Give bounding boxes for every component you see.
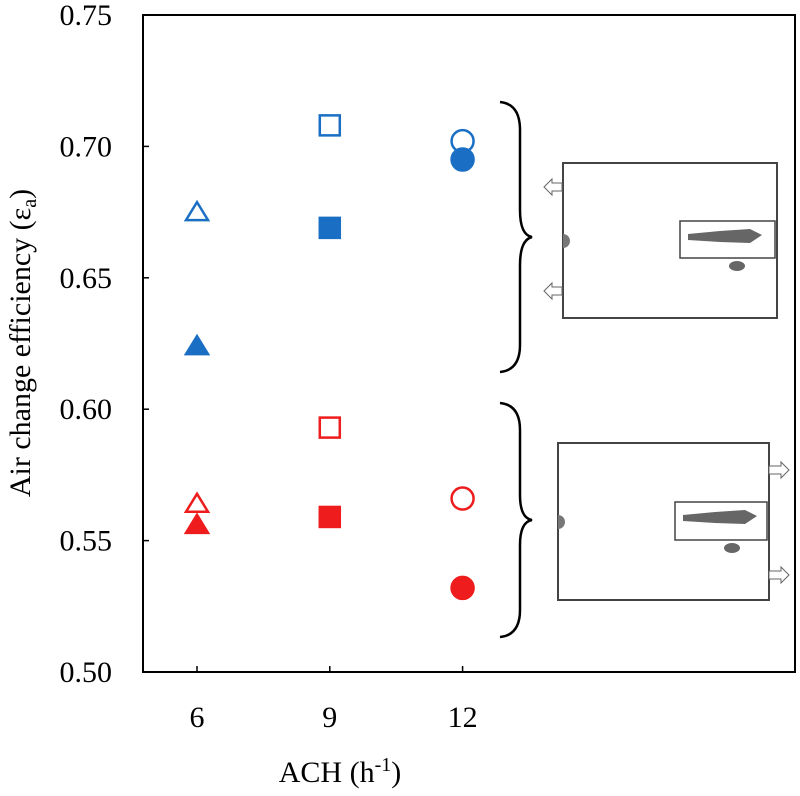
x-tick-label: 12 [448, 701, 478, 734]
marker-square [318, 505, 342, 529]
marker-square [318, 216, 342, 240]
room-diagram-lower [557, 442, 790, 601]
exhaust-arrow [543, 281, 563, 301]
marker-square [318, 114, 342, 137]
marker-triangle [183, 491, 211, 514]
brace-upper [499, 100, 533, 374]
marker-triangle [183, 512, 211, 535]
y-tick-label: 0.70 [60, 130, 113, 163]
brace-lower [499, 401, 533, 639]
y-label-main: Air change efficiency (ε [4, 208, 37, 497]
plot-frame [142, 14, 796, 673]
x-tick-label: 9 [322, 701, 337, 734]
x-label-end: ) [391, 756, 401, 789]
y-label-end: ) [4, 189, 37, 199]
x-tick-label: 6 [190, 701, 205, 734]
room-diagram-upper [543, 162, 778, 319]
inlet [558, 515, 565, 529]
marker-circle [450, 575, 475, 601]
y-label-sub: a [19, 199, 41, 208]
inlet [563, 234, 570, 248]
marker-triangle [183, 333, 211, 356]
y-tick-label: 0.65 [60, 262, 113, 295]
exhaust-arrow [768, 460, 790, 480]
exhaust-arrow [768, 565, 790, 585]
y-tick-label: 0.60 [60, 393, 113, 426]
marker-circle [450, 147, 475, 172]
head-marker [724, 543, 740, 553]
marker-circle [450, 486, 475, 511]
person [683, 510, 757, 524]
marker-triangle [183, 199, 211, 222]
exhaust-arrow [543, 177, 563, 197]
head-marker [729, 261, 745, 271]
y-tick-label: 0.55 [60, 525, 113, 558]
y-axis-label: Air change efficiency (εa) [4, 189, 41, 497]
x-label-main: ACH (h [279, 756, 375, 789]
person [688, 229, 762, 243]
x-axis-label: ACH (h-1) [279, 754, 402, 789]
y-tick-label: 0.50 [60, 656, 113, 689]
x-label-sup: -1 [375, 754, 392, 776]
marker-square [318, 416, 342, 439]
braces [499, 100, 533, 639]
y-tick-label: 0.75 [60, 0, 113, 32]
